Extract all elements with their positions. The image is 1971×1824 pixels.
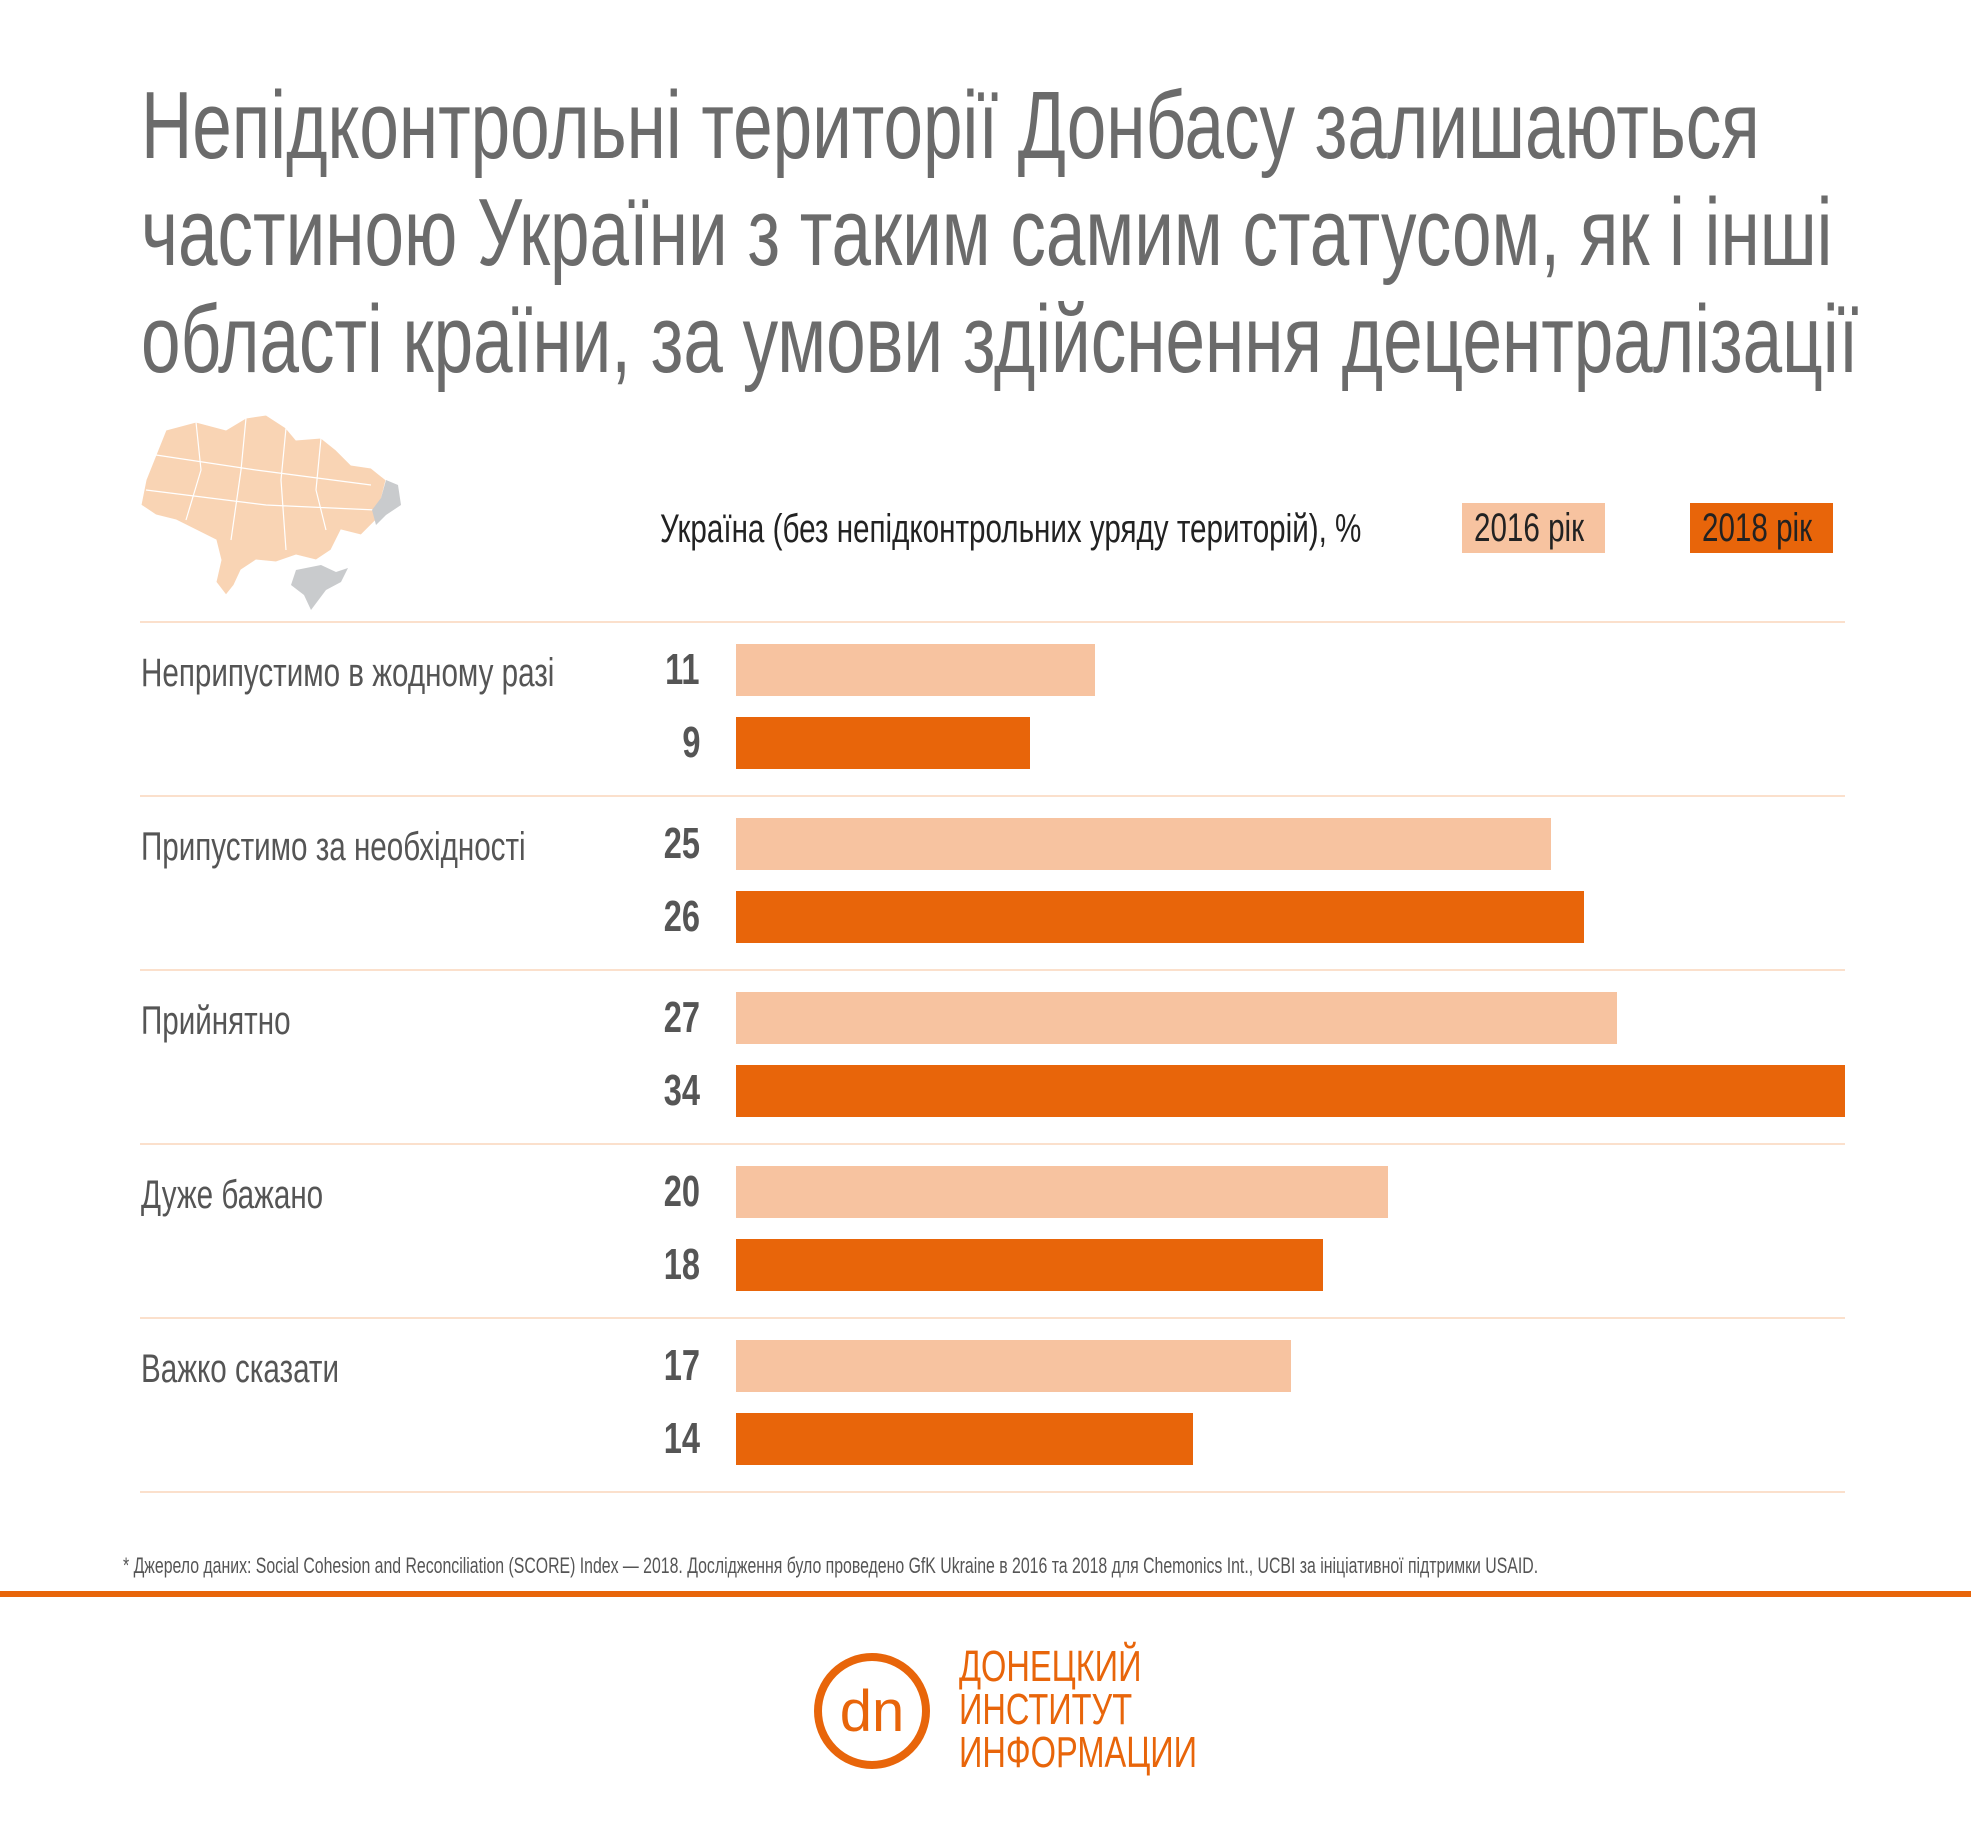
logo-icon: dn [814, 1653, 930, 1769]
bar-2016 [736, 818, 1552, 870]
map-uncontrolled-donbas [372, 480, 401, 525]
bar-2018 [736, 891, 1585, 943]
bar-2018 [736, 1413, 1193, 1465]
separator [140, 1317, 1845, 1319]
legend-label: Україна (без непідконтрольних уряду тери… [660, 507, 1362, 551]
separator [140, 621, 1845, 623]
legend-item-2016: 2016 рік [1462, 503, 1605, 553]
bar-2016 [736, 992, 1617, 1044]
value-label: 11 [665, 645, 700, 694]
bar-2018 [736, 717, 1030, 769]
page-title: Непідконтрольні території Донбасу залиша… [141, 72, 1971, 393]
bar-2018 [736, 1239, 1324, 1291]
value-label: 20 [663, 1167, 700, 1216]
bar-2018 [736, 1065, 1845, 1117]
separator [140, 1143, 1845, 1145]
bar-2016 [736, 1166, 1389, 1218]
category-label: Важко сказати [141, 1347, 339, 1391]
value-label: 9 [681, 718, 700, 767]
logo-text: ДОНЕЦКИЙ ИНСТИТУТ ИНФОРМАЦИИ [959, 1642, 1198, 1777]
value-label: 17 [663, 1341, 700, 1390]
title-line: Непідконтрольні території Донбасу залиша… [141, 72, 1760, 179]
category-label: Припустимо за необхідності [141, 825, 526, 869]
category-label: Неприпустимо в жодному разі [141, 651, 555, 695]
separator [140, 1491, 1845, 1493]
value-label: 34 [663, 1066, 700, 1115]
separator [140, 795, 1845, 797]
value-label: 27 [663, 993, 700, 1042]
separator [140, 969, 1845, 971]
title-line: області країни, за умови здійснення деце… [141, 286, 1859, 393]
value-label: 18 [663, 1240, 700, 1289]
title-line: частиною України з таким самим статусом,… [141, 179, 1833, 286]
legend-item-2018: 2018 рік [1690, 503, 1833, 553]
bar-2016 [736, 1340, 1291, 1392]
category-label: Прийнятно [141, 999, 291, 1043]
ukraine-map-icon [140, 414, 401, 610]
svg-text:dn: dn [840, 1679, 905, 1744]
bar-2016 [736, 644, 1095, 696]
value-label: 14 [663, 1414, 700, 1463]
value-label: 25 [663, 819, 700, 868]
category-label: Дуже бажано [141, 1173, 324, 1217]
divider [0, 1591, 1971, 1597]
map-uncontrolled-crimea [291, 565, 348, 610]
value-label: 26 [663, 892, 700, 941]
footnote: * Джерело даних: Social Cohesion and Rec… [123, 1553, 1539, 1578]
